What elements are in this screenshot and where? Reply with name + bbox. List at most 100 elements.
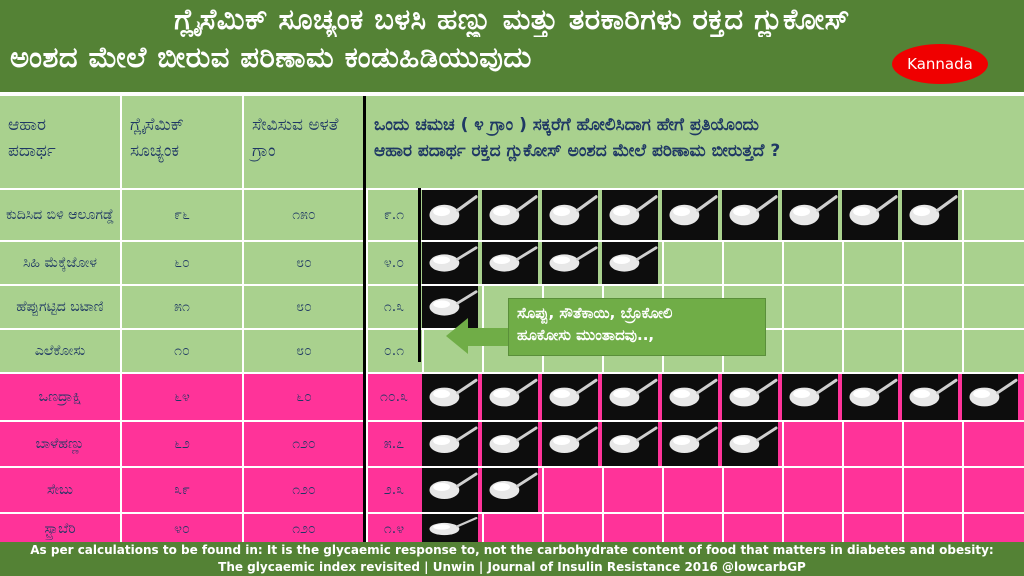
source-footer: As per calculations to be found in: It i…	[0, 542, 1024, 576]
cell-gi: ೩೯	[120, 468, 242, 512]
sugar-spoon-icon	[482, 374, 538, 420]
spoon-grid-cell	[602, 468, 662, 512]
cell-spoons: ೯.೧	[366, 190, 420, 240]
spoon-grid-cell	[902, 514, 962, 544]
spoon-grid-cell	[482, 330, 542, 372]
cell-gi: ೪೦	[120, 514, 242, 544]
spoon-grid-cell	[842, 468, 902, 512]
spoon-grid-cell	[842, 242, 902, 284]
spoon-grid-cell	[782, 422, 842, 466]
cell-spoons: ೧.೪	[366, 514, 420, 544]
cell-gi: ೬೨	[120, 422, 242, 466]
cell-food: ಸಿಹಿ ಮೆಕ್ಕೆಜೋಳ	[22, 254, 98, 271]
table-row: ಸೇಬು ೩೯ ೧೨೦ ೨.೩	[0, 466, 1024, 512]
language-badge: Kannada	[892, 44, 988, 84]
column-header-serving: ಸೇವಿಸುವ ಅಳತೆ ಗ್ರಾಂ	[242, 96, 364, 188]
sugar-spoon-icon	[482, 422, 538, 466]
column-header-food-label: ಆಹಾರ ಪದಾರ್ಥ	[8, 115, 56, 162]
sugar-spoon-icon	[482, 190, 538, 240]
callout-arrow-icon	[446, 318, 468, 354]
spoon-grid-cell	[662, 514, 722, 544]
table-row: ಕುದಿಸಿದ ಬಿಳಿ ಆಲೂಗಡ್ಡೆ ೯೬ ೧೫೦ ೯.೧	[0, 188, 1024, 240]
sugar-spoon-icon	[542, 190, 598, 240]
spoon-grid-cell	[782, 286, 842, 328]
spoon-grid-cell	[782, 514, 842, 544]
cell-food: ಸ್ಟ್ರಾಬೆರಿ	[44, 520, 76, 537]
glycemic-table: ಆಹಾರ ಪದಾರ್ಥ ಗ್ಲೈಸೆಮಿಕ್ ಸೂಚ್ಯಂಕ ಸೇವಿಸುವ ಅ…	[0, 96, 1024, 544]
spoon-grid-cell	[482, 514, 542, 544]
column-header-gi-label: ಗ್ಲೈಸೆಮಿಕ್ ಸೂಚ್ಯಂಕ	[130, 115, 184, 162]
cell-serving: ೬೦	[242, 374, 364, 420]
footer-line-1: As per calculations to be found in: It i…	[30, 543, 994, 557]
sugar-spoon-icon	[722, 374, 778, 420]
spoon-grid-cell	[602, 514, 662, 544]
spoon-grid-cell	[782, 242, 842, 284]
sugar-spoon-icon	[902, 374, 958, 420]
leafy-vegetables-callout: ಸೊಪ್ಪು, ಸೌತೆಕಾಯಿ, ಬ್ರೊಕೋಲಿ ಹೂಕೋಸು ಮುಂತಾದ…	[508, 298, 766, 356]
cell-food: ಬಾಳೆಹಣ್ಣು	[35, 435, 85, 452]
sugar-spoon-icon	[482, 242, 538, 284]
cell-food: ಸೇಬು	[47, 481, 73, 498]
spoon-grid-cell	[722, 468, 782, 512]
sugar-spoon-icon	[782, 374, 838, 420]
cell-food: ಒಣದ್ರಾಕ್ಷಿ	[38, 388, 82, 405]
spoon-grid-cell	[482, 286, 542, 328]
sugar-spoon-icon	[722, 422, 778, 466]
spoon-grid-cell	[782, 468, 842, 512]
spoon-grid-cell	[962, 330, 1022, 372]
cell-serving: ೮೦	[242, 286, 364, 328]
column-header-food: ಆಹಾರ ಪದಾರ್ಥ	[0, 96, 120, 188]
sugar-spoon-icon	[662, 422, 718, 466]
cell-spoons: ೦.೧	[366, 330, 420, 372]
sugar-spoon-icon	[662, 374, 718, 420]
title-banner: ಗ್ಲೈಸೆಮಿಕ್ ಸೂಚ್ಯಂಕ ಬಳಸಿ ಹಣ್ಣು ಮತ್ತು ತರಕಾ…	[0, 0, 1024, 92]
sugar-spoon-icon	[842, 190, 898, 240]
sugar-spoon-icon	[542, 422, 598, 466]
spoon-grid-cell	[542, 468, 602, 512]
sugar-spoon-icon	[602, 422, 658, 466]
sugar-spoon-icon	[602, 190, 658, 240]
cell-gi: ೧೦	[120, 330, 242, 372]
spoon-grid-cell	[902, 468, 962, 512]
spoon-header-line-1: ಒಂದು ಚಮಚ ( ೪ ಗ್ರಾಂ ) ಸಕ್ಕರೆಗೆ ಹೋಲಿಸಿದಾಗ …	[374, 115, 759, 135]
cell-spoons: ೫.೭	[366, 422, 420, 466]
spoon-grid-cell	[962, 190, 1022, 240]
sugar-spoon-icon	[782, 190, 838, 240]
callout-line-2: ಹೂಕೋಸು ಮುಂತಾದವು..,	[517, 325, 655, 344]
cell-serving: ೧೨೦	[242, 468, 364, 512]
spoon-grid-cell	[842, 286, 902, 328]
spoon-grid-cell	[662, 468, 722, 512]
spoon-grid-cell	[842, 514, 902, 544]
sugar-spoon-icon	[722, 190, 778, 240]
sugar-spoon-icon	[542, 242, 598, 284]
sugar-spoon-icon	[902, 190, 958, 240]
spoon-grid-cell	[962, 286, 1022, 328]
sugar-spoon-icon	[422, 190, 478, 240]
spoon-grid-cell	[722, 514, 782, 544]
spoon-grid-cell	[902, 422, 962, 466]
spoon-grid-cell	[902, 242, 962, 284]
column-header-spoons: ಒಂದು ಚಮಚ ( ೪ ಗ್ರಾಂ ) ಸಕ್ಕರೆಗೆ ಹೋಲಿಸಿದಾಗ …	[366, 96, 1024, 188]
cell-spoons: ೧.೩	[366, 286, 420, 328]
spoon-grid-cell	[662, 242, 722, 284]
sugar-spoon-icon	[602, 242, 658, 284]
sugar-spoon-icon	[422, 422, 478, 466]
column-header-serving-label: ಸೇವಿಸುವ ಅಳತೆ ಗ್ರಾಂ	[252, 115, 339, 162]
spoon-grid-cell	[542, 514, 602, 544]
cell-food: ಹೆಪ್ಪುಗಟ್ಟಿದ ಬಟಾಣಿ	[16, 298, 104, 315]
spoon-grid-cell	[902, 330, 962, 372]
sugar-spoon-icon	[422, 242, 478, 284]
spoon-grid-cell	[962, 422, 1022, 466]
sugar-spoon-icon	[422, 468, 478, 512]
cell-food: ಎಲೆಕೋಸು	[34, 342, 86, 359]
cell-serving: ೧೫೦	[242, 190, 364, 240]
page-title-line-2: ಅಂಶದ ಮೇಲೆ ಬೀರುವ ಪರಿಣಾಮ ಕಂಡುಹಿಡಿಯುವುದು	[10, 40, 532, 74]
cell-spoons: ೪.೦	[366, 242, 420, 284]
cell-gi: ೬೦	[120, 242, 242, 284]
spoon-grid-cell	[962, 468, 1022, 512]
sugar-spoon-icon	[962, 374, 1018, 420]
table-row: ಒಣದ್ರಾಕ್ಷಿ ೬೪ ೬೦ ೧೦.೩	[0, 372, 1024, 420]
spoon-grid-cell	[842, 422, 902, 466]
callout-arrow-shaft	[467, 328, 509, 346]
table-row: ಸ್ಟ್ರಾಬೆರಿ ೪೦ ೧೨೦ ೧.೪	[0, 512, 1024, 544]
